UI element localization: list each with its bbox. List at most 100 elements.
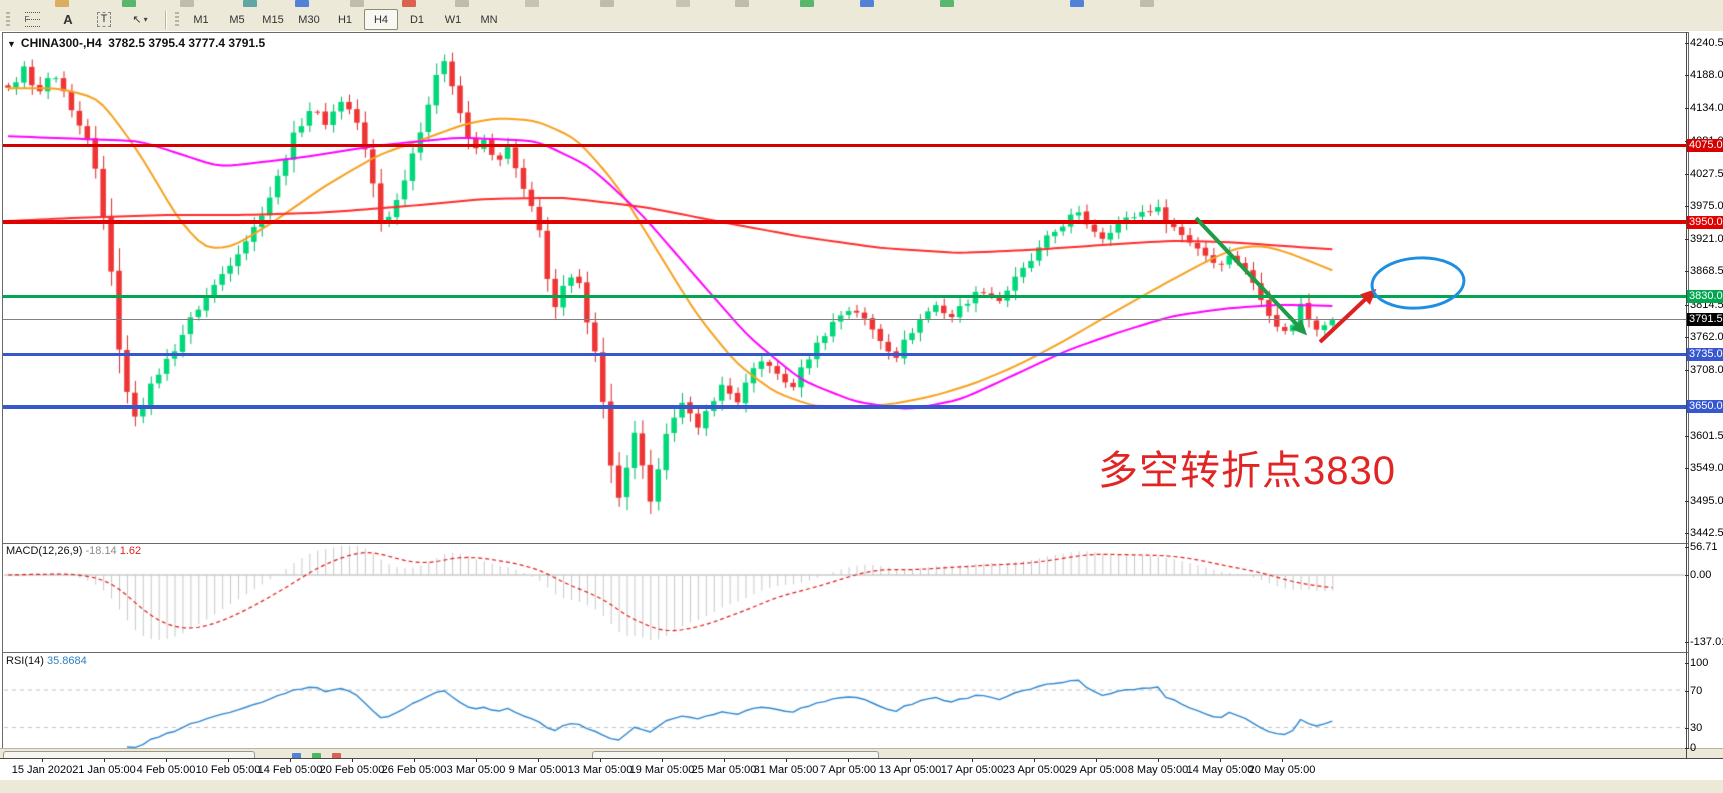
time-tick: 14 Feb 05:00 xyxy=(257,764,323,776)
time-tick-mark xyxy=(1220,759,1221,762)
price-tick: 4240.5 xyxy=(1685,36,1723,49)
toolbar-icon-stub[interactable] xyxy=(55,0,69,7)
time-tick-mark xyxy=(538,759,539,762)
time-tick-mark xyxy=(414,759,415,762)
collapse-triangle-icon[interactable]: ▼ xyxy=(7,39,16,49)
time-tick-mark xyxy=(848,759,849,762)
timeframe-button-h4[interactable]: H4 xyxy=(364,9,398,30)
current-price-line[interactable] xyxy=(3,319,1686,321)
rsi-tick: 100 xyxy=(1684,657,1709,669)
time-tick-mark xyxy=(166,759,167,762)
time-tick-mark xyxy=(352,759,353,762)
timeframe-button-w1[interactable]: W1 xyxy=(444,13,462,26)
toolbar-icon-stub[interactable] xyxy=(860,0,874,7)
price-tick: 4188.0 xyxy=(1685,68,1723,81)
timeframe-group: M1 M5 M15 M30 H1 H4 D1 W1 MN xyxy=(169,8,511,31)
time-tick-mark xyxy=(1158,759,1159,762)
macd-tick: 0.00 xyxy=(1684,569,1712,581)
support-line-3650-label: 3650.0 xyxy=(1687,400,1723,414)
toolbar-icon-stub[interactable] xyxy=(122,0,136,7)
toolbar-icon-stub[interactable] xyxy=(243,0,257,7)
text-tool-button[interactable]: T xyxy=(87,9,121,30)
toolbar-icon-stub[interactable] xyxy=(402,0,416,7)
time-tick-mark xyxy=(104,759,105,762)
time-axis[interactable]: 15 Jan 2020 21 Jan 05:00 4 Feb 05:00 10 Feb… xyxy=(0,758,1723,780)
arrow-tools-button[interactable]: ↖ ▾ xyxy=(123,9,157,30)
support-line-3735-label: 3735.0 xyxy=(1687,347,1723,361)
resistance-line-3950[interactable] xyxy=(3,220,1686,225)
timeframe-button-m30[interactable]: M30 xyxy=(298,13,320,26)
fibonacci-icon: F xyxy=(24,12,40,27)
annotation-text[interactable]: 多空转折点3830 xyxy=(1098,449,1396,493)
time-tick: 13 Apr 05:00 xyxy=(878,764,942,776)
macd-tick: -137.01 xyxy=(1684,636,1723,648)
price-tick: 3601.5 xyxy=(1685,429,1723,442)
timeframe-button-h1[interactable]: H1 xyxy=(337,13,353,26)
price-tick: 3708.0 xyxy=(1685,364,1723,377)
time-tick-mark xyxy=(476,759,477,762)
toolbar-icon-stub[interactable] xyxy=(455,0,469,7)
toolbar-drag-handle[interactable] xyxy=(6,11,10,28)
time-tick: 14 May 05:00 xyxy=(1186,764,1254,776)
toolbar-icon-stub[interactable] xyxy=(600,0,614,7)
price-tick: 3495.0 xyxy=(1685,495,1723,508)
price-tick: 3549.0 xyxy=(1685,461,1723,474)
toolbar-icon-stub[interactable] xyxy=(940,0,954,7)
timeframe-button-d1[interactable]: D1 xyxy=(409,13,425,26)
time-tick-mark xyxy=(228,759,229,762)
toolbar-icon-stub[interactable] xyxy=(525,0,539,7)
time-tick: 4 Feb 05:00 xyxy=(136,764,196,776)
time-tick: 29 Apr 05:00 xyxy=(1064,764,1128,776)
rsi-tick: 30 xyxy=(1684,722,1703,735)
resistance-line-3950-label: 3950.0 xyxy=(1687,215,1723,229)
toolbar-icon-stub[interactable] xyxy=(735,0,749,7)
time-tick-mark xyxy=(662,759,663,762)
chart-region: ▼ CHINA300-,H4 3782.5 3795.4 3777.4 3791.… xyxy=(0,31,1723,780)
time-tick-mark xyxy=(1034,759,1035,762)
timeframe-button-m5[interactable]: M5 xyxy=(229,13,245,26)
time-tick-mark xyxy=(724,759,725,762)
support-line-3735[interactable] xyxy=(3,352,1686,356)
time-tick: 20 Feb 05:00 xyxy=(319,764,385,776)
text-label-icon: A xyxy=(63,12,73,27)
time-tick: 9 Mar 05:00 xyxy=(508,764,568,776)
price-tick: 3762.0 xyxy=(1685,330,1723,343)
toolbar-icon-stub[interactable] xyxy=(180,0,194,7)
arrow-tools-icon: ↖ xyxy=(132,14,142,26)
fibonacci-tool-button[interactable]: F xyxy=(15,9,49,30)
text-label-button[interactable]: A xyxy=(51,9,85,30)
toolbar-icon-stub[interactable] xyxy=(676,0,690,7)
toolbar-icon-stub[interactable] xyxy=(1140,0,1154,7)
toolbar-icon-stub[interactable] xyxy=(800,0,814,7)
price-axis-border xyxy=(1686,32,1687,758)
price-tick: 4134.0 xyxy=(1685,102,1723,115)
time-tick-mark xyxy=(910,759,911,762)
drawing-tools-group: F A T ↖ ▾ xyxy=(0,8,162,31)
timeframe-button-m15[interactable]: M15 xyxy=(262,13,284,26)
chart-toolbar: F A T ↖ ▾ M1 M5 M15 M30 H1 H4 D1 W1 MN xyxy=(0,8,1723,32)
time-tick-mark xyxy=(42,759,43,762)
time-tick-mark xyxy=(1282,759,1283,762)
resistance-line-4075-label: 4075.0 xyxy=(1687,138,1723,152)
time-tick: 26 Feb 05:00 xyxy=(381,764,447,776)
toolbar-icon-stub[interactable] xyxy=(350,0,364,7)
timeframe-button-m1[interactable]: M1 xyxy=(193,13,209,26)
time-tick: 25 Mar 05:00 xyxy=(691,764,757,776)
time-tick-mark xyxy=(1096,759,1097,762)
toolbar-drag-handle[interactable] xyxy=(175,11,179,28)
time-tick: 8 May 05:00 xyxy=(1127,764,1189,776)
pivot-line-3830[interactable] xyxy=(3,294,1686,298)
resistance-line-4075[interactable] xyxy=(3,143,1686,147)
time-tick: 23 Apr 05:00 xyxy=(1002,764,1066,776)
time-tick: 3 Mar 05:00 xyxy=(446,764,506,776)
macd-label: MACD(12,26,9) -18.14 1.62 xyxy=(6,545,142,557)
chart-title: ▼ CHINA300-,H4 3782.5 3795.4 3777.4 3791.… xyxy=(7,36,266,50)
time-tick: 10 Feb 05:00 xyxy=(195,764,261,776)
toolbar-icon-stub[interactable] xyxy=(1070,0,1084,7)
toolbar-icon-stub[interactable] xyxy=(295,0,309,7)
time-tick-mark xyxy=(972,759,973,762)
support-line-3650[interactable] xyxy=(3,404,1686,409)
time-tick: 13 Mar 05:00 xyxy=(567,764,633,776)
timeframe-button-mn[interactable]: MN xyxy=(480,13,498,26)
